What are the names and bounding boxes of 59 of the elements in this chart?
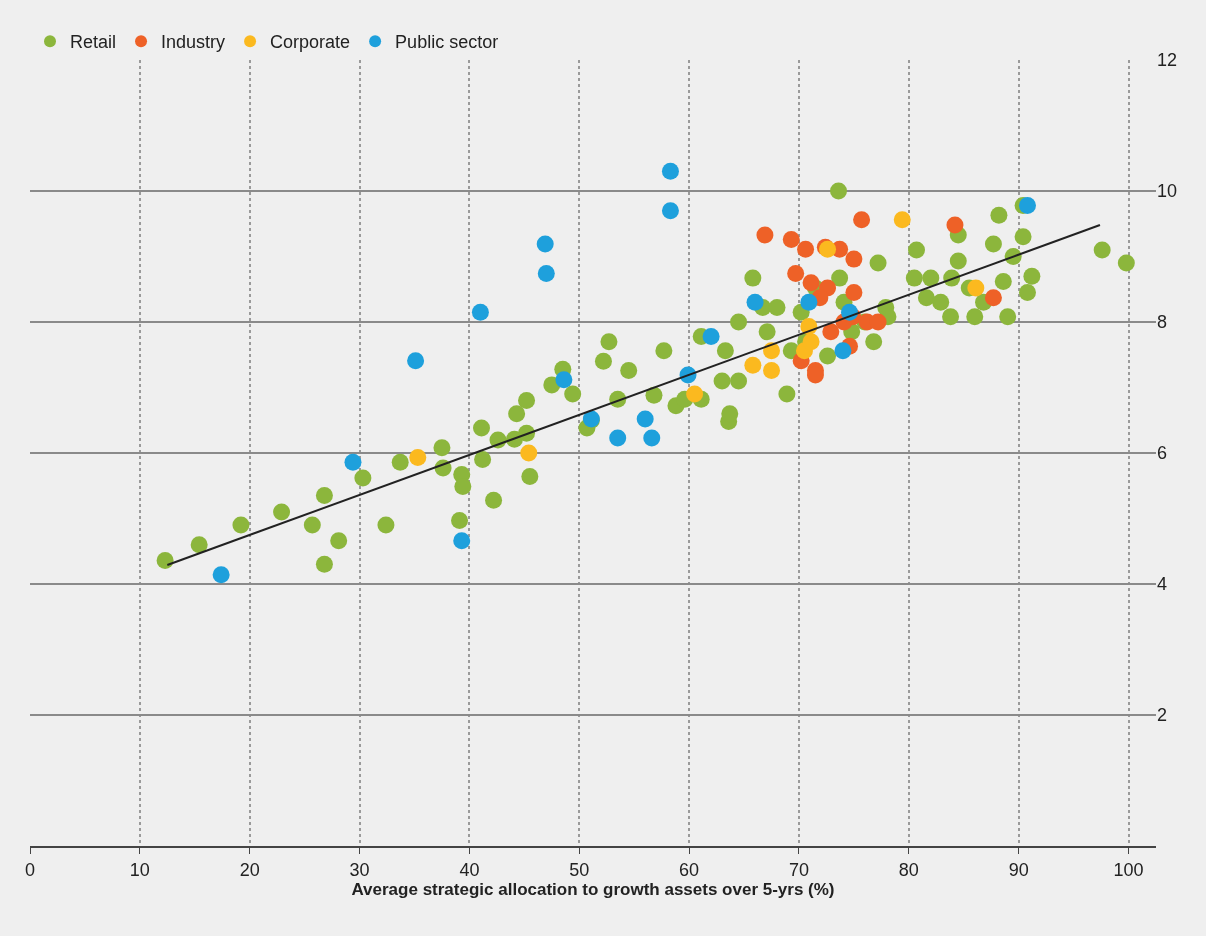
point [893, 211, 911, 229]
x-tick-label: 0 [24, 859, 36, 880]
point [834, 342, 852, 360]
legend-label: Public sector [395, 32, 499, 53]
point [661, 162, 679, 180]
x-tick-label: 100 [1113, 859, 1144, 880]
x-tick-label: 50 [569, 859, 590, 880]
point [800, 293, 818, 311]
y-tick-label: 10 [1157, 181, 1178, 202]
point [967, 279, 985, 297]
x-tick-label: 70 [788, 859, 809, 880]
point [520, 444, 538, 462]
point [845, 284, 863, 302]
legend-label: Retail [70, 32, 117, 53]
point [782, 230, 800, 248]
point [702, 327, 720, 345]
point [536, 235, 554, 253]
point [845, 250, 863, 268]
x-tick-label: 20 [239, 859, 260, 880]
point [744, 356, 762, 374]
point [212, 566, 230, 584]
point [946, 216, 964, 234]
point [661, 202, 679, 220]
legend-label: Industry [161, 32, 226, 53]
point [853, 211, 871, 229]
y-tick-label: 4 [1157, 574, 1168, 595]
y-tick-label: 8 [1157, 312, 1168, 333]
point [409, 449, 427, 467]
point [802, 274, 820, 292]
point [555, 371, 573, 389]
point [756, 226, 774, 244]
point [746, 293, 764, 311]
x-tick-label: 30 [349, 859, 370, 880]
point [802, 333, 820, 351]
y-tick-label: 2 [1157, 705, 1168, 726]
point [471, 303, 489, 321]
point [609, 429, 627, 447]
point [537, 265, 555, 283]
x-tick-label: 60 [679, 859, 700, 880]
point [797, 240, 815, 258]
point [686, 385, 704, 403]
point [636, 410, 654, 428]
point [822, 323, 840, 341]
y-tick-label: 12 [1157, 50, 1178, 71]
y-tick-label: 6 [1157, 443, 1168, 464]
legend-label: Corporate [270, 32, 351, 53]
point [984, 289, 1002, 307]
point [1018, 196, 1036, 214]
point [787, 265, 805, 283]
x-tick-label: 40 [459, 859, 480, 880]
point [344, 453, 362, 471]
x-axis-title: Average strategic allocation to growth assets over 5-yrs (%) [351, 879, 835, 899]
x-tick-label: 10 [129, 859, 150, 880]
point [453, 532, 471, 550]
x-tick-label: 90 [1008, 859, 1029, 880]
point [763, 361, 781, 379]
x-tick-label: 80 [898, 859, 919, 880]
point [643, 429, 661, 447]
point [407, 352, 425, 370]
